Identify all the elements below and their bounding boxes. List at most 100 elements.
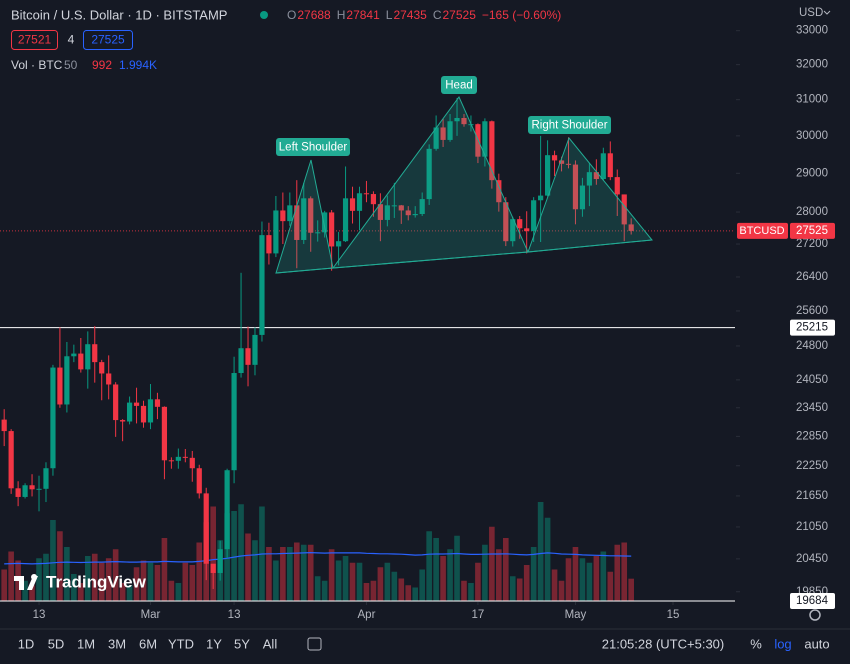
volume-bar: [287, 547, 293, 601]
candle-body: [120, 420, 126, 422]
ohlc-value: 27841: [346, 8, 380, 22]
candle-body: [551, 155, 558, 161]
candle-body: [280, 210, 286, 222]
candle-body: [224, 470, 230, 550]
volume-bar: [175, 583, 182, 601]
toolbar: 1D 5D 1M 3M 6M YTD 1Y 5Y All 21:05:28 (UTC+5:30)%…: [18, 636, 830, 651]
volume-bar: [43, 553, 49, 601]
volume-bar: [84, 556, 91, 601]
volume-bar: [78, 583, 84, 601]
volume-bar: [600, 551, 607, 601]
ask-box[interactable]: [83, 30, 133, 50]
annotation-box: [441, 76, 477, 94]
annotation-box: [528, 116, 611, 134]
neckline: [275, 239, 653, 274]
range-button[interactable]: 5Y: [234, 636, 250, 651]
range-button[interactable]: 1M: [77, 636, 95, 651]
candle-body: [315, 232, 321, 234]
volume-bar: [273, 560, 279, 601]
candle-body: [628, 224, 634, 231]
candle-body: [106, 373, 112, 385]
volume-bar: [558, 580, 565, 601]
volume-bar: [426, 531, 432, 601]
candle-body: [29, 485, 35, 490]
candle-body: [252, 334, 258, 365]
volume-bar: [147, 562, 154, 601]
range-button[interactable]: 3M: [108, 636, 126, 651]
scale-option[interactable]: auto: [804, 636, 829, 651]
candle-body: [531, 200, 537, 232]
candle-body: [342, 198, 349, 242]
candle-body: [419, 199, 425, 215]
candle-body: [579, 185, 586, 210]
volume-bar: [335, 560, 342, 601]
volume-label: Vol · BTC: [11, 58, 63, 72]
x-tick-label: Mar: [141, 609, 161, 621]
logo-text: TradingView: [46, 572, 147, 591]
x-tick-label: 13: [228, 609, 241, 621]
candle-body: [217, 549, 223, 573]
volume-bar: [293, 542, 300, 601]
range-button[interactable]: 1Y: [206, 636, 222, 651]
candle-body: [1, 419, 7, 432]
volume-bar: [405, 585, 412, 601]
pattern-drawing: [275, 96, 653, 274]
candle-body: [454, 117, 460, 122]
volume-bar: [182, 562, 189, 601]
scale-option[interactable]: log: [774, 636, 791, 651]
scale-option[interactable]: %: [750, 636, 762, 651]
y-tick-label: 21650: [796, 490, 828, 502]
volume-ma-period: 50: [64, 58, 78, 72]
volume-bar: [433, 538, 439, 601]
volume-bar: [210, 506, 216, 601]
candle-body: [301, 198, 307, 240]
candle-body: [510, 219, 516, 242]
volume-bar: [412, 587, 419, 601]
candle-body: [196, 468, 202, 494]
y-tick-label: 22250: [796, 460, 828, 472]
x-tick-label: 15: [667, 609, 680, 621]
volume-bar: [593, 556, 600, 601]
volume-bar: [98, 562, 105, 601]
price-pane: [0, 97, 735, 602]
ohlc-key: H: [337, 8, 346, 22]
volume-bar: [482, 544, 488, 601]
candle-body: [412, 214, 418, 216]
volume-bar: [161, 538, 168, 601]
candle-body: [64, 356, 70, 405]
candle-body: [154, 399, 161, 407]
volume-bar: [64, 547, 70, 601]
volume-bar: [321, 580, 328, 601]
price-tag-label: 27525: [796, 225, 828, 237]
candle-body: [245, 348, 251, 365]
settings-icon[interactable]: [809, 609, 821, 621]
range-button[interactable]: 6M: [139, 636, 157, 651]
volume-bar: [349, 562, 356, 601]
candle-body: [15, 488, 21, 497]
volume-bar: [537, 502, 544, 601]
y-tick-label: 33000: [796, 25, 828, 37]
range-button[interactable]: 1D: [18, 636, 35, 651]
volume-bar: [119, 583, 126, 601]
y-tick-label: 26400: [796, 271, 828, 283]
volume-bar: [36, 558, 42, 601]
price-tag-label: 25215: [796, 322, 828, 334]
range-button[interactable]: 5D: [48, 636, 65, 651]
bid-box[interactable]: [11, 30, 58, 50]
volume-bar: [370, 580, 377, 601]
candle-body: [398, 205, 404, 211]
currency[interactable]: USD: [799, 7, 823, 19]
volume-bar: [29, 585, 35, 601]
range-button[interactable]: All: [263, 636, 278, 651]
volume-bar: [196, 542, 203, 601]
candle-body: [203, 493, 209, 564]
date-range-icon[interactable]: [307, 637, 322, 651]
range-button[interactable]: YTD: [168, 636, 194, 651]
volume-ma-last: 1.994K: [119, 58, 157, 72]
volume-bar: [50, 520, 56, 601]
y-tick-label: 28000: [796, 206, 828, 218]
volume-bar: [377, 567, 384, 601]
candle-body: [308, 198, 314, 233]
